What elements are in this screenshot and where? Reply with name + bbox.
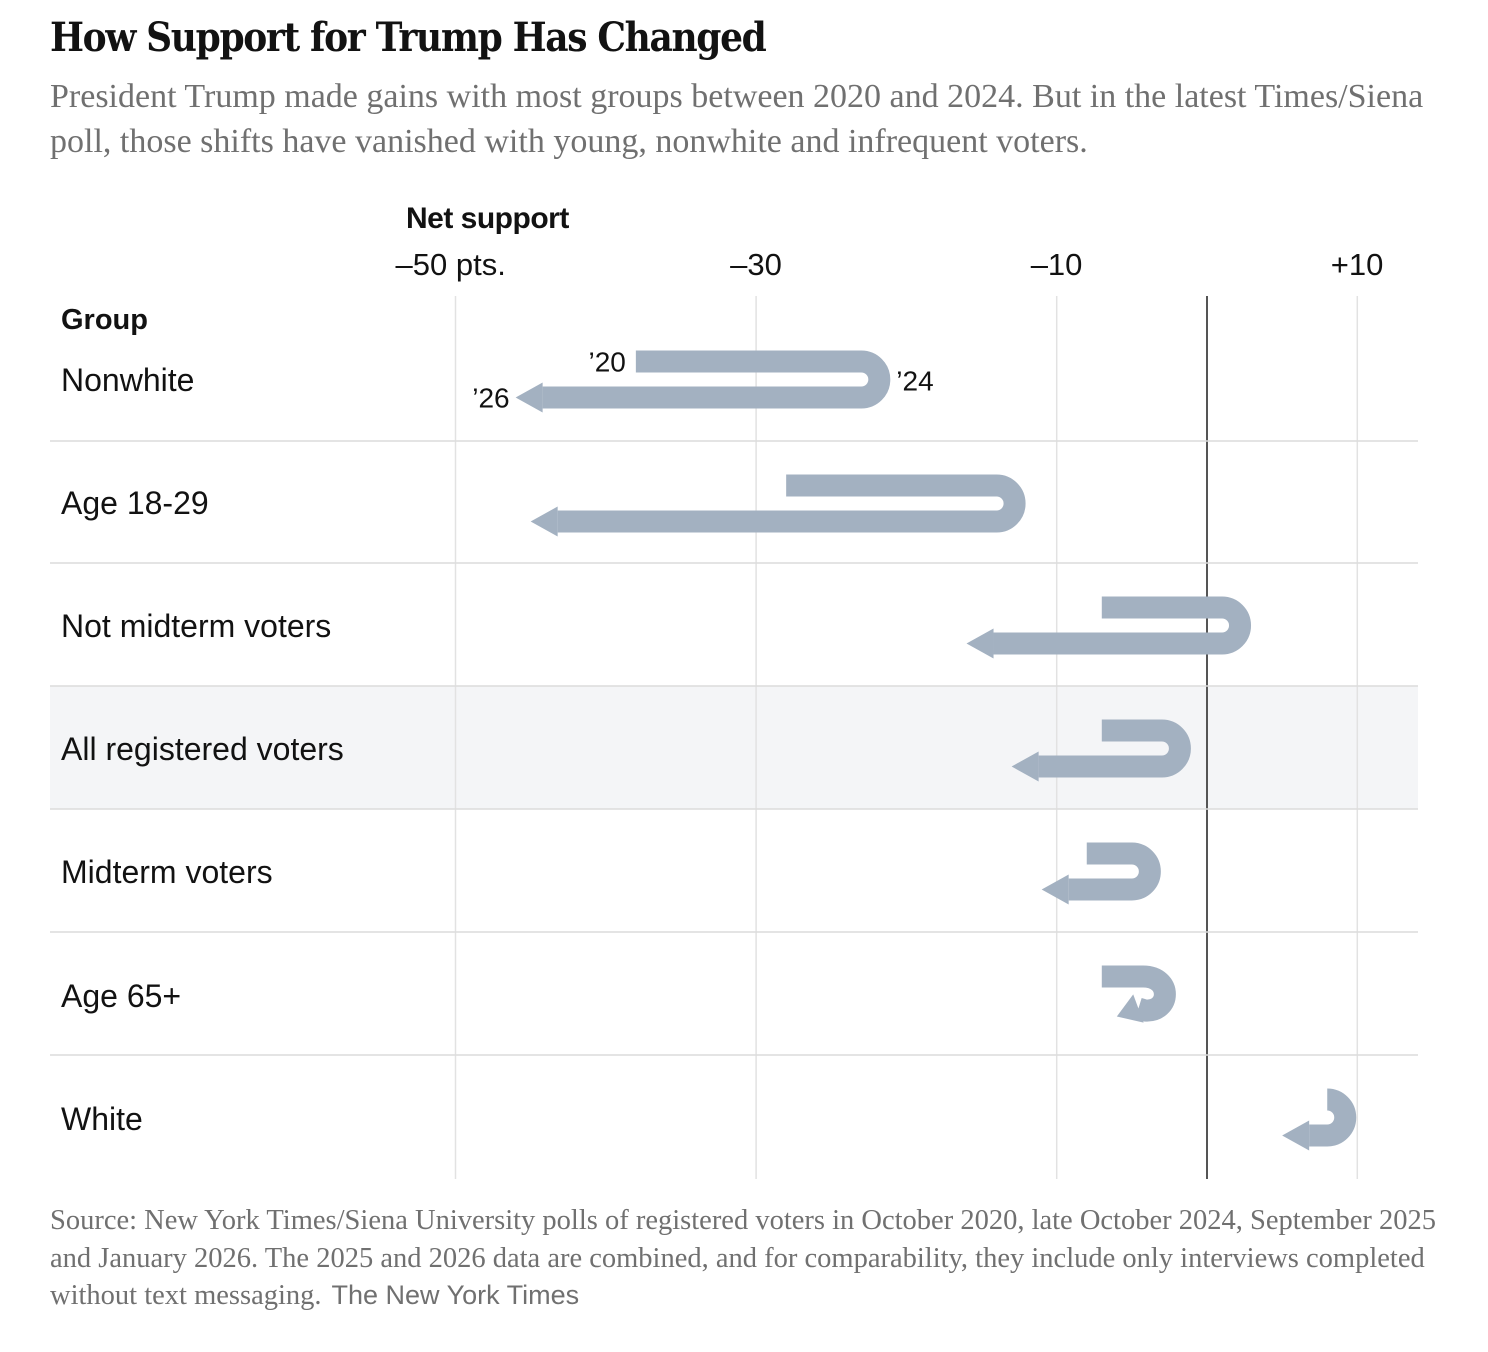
x-tick-label: –50 pts. (395, 247, 506, 282)
group-label-midterm-voters: Midterm voters (61, 854, 273, 890)
arrow-shaft (1038, 719, 1191, 778)
arrowhead (966, 628, 994, 659)
group-label-age-18-29: Age 18-29 (61, 485, 209, 521)
arrow-shaft (1309, 1088, 1357, 1147)
arrowhead (1282, 1120, 1310, 1151)
year-label-2026: ’26 (472, 383, 509, 414)
arrow-shaft (993, 596, 1251, 655)
arrowhead (530, 506, 558, 537)
arrow-shaft (1101, 965, 1176, 1022)
arrow-midterm-voters (1041, 842, 1161, 905)
axis-title: Net support (406, 202, 569, 235)
arrow-shaft (557, 474, 1026, 533)
source-text: Source: New York Times/Siena University … (50, 1205, 1436, 1311)
arrowhead (515, 382, 543, 413)
x-tick-label: +10 (1330, 247, 1384, 282)
group-label-age-65-plus: Age 65+ (61, 978, 182, 1014)
year-label-2024: ’24 (896, 366, 933, 397)
x-tick-label: –30 (730, 247, 782, 282)
group-label-all-registered-voters: All registered voters (61, 731, 344, 767)
arrowhead (1116, 994, 1144, 1023)
credit-text: The New York Times (331, 1280, 580, 1310)
source-note: Source: New York Times/Siena University … (50, 1202, 1450, 1315)
arrow-shaft (542, 350, 891, 409)
group-column-header: Group (61, 304, 148, 336)
arrow-not-midterm-voters (966, 596, 1251, 659)
arrow-age-65- (1101, 965, 1176, 1023)
arrowhead (1041, 874, 1069, 905)
arrow-age-18-29 (530, 474, 1026, 537)
chart-title: How Support for Trump Has Changed (50, 14, 767, 61)
group-label-nonwhite: Nonwhite (61, 362, 195, 398)
chart-subtitle: President Trump made gains with most gro… (50, 78, 1424, 160)
year-label-2020: ’20 (588, 347, 625, 378)
arrow-white (1282, 1088, 1357, 1151)
arrowhead (1011, 751, 1039, 782)
arrow-all-registered-voters (1011, 719, 1191, 782)
x-tick-label: –10 (1030, 247, 1083, 282)
group-label-not-midterm-voters: Not midterm voters (61, 608, 332, 644)
arrow-nonwhite (515, 350, 891, 413)
group-label-white: White (61, 1101, 143, 1137)
arrow-shaft (1068, 842, 1161, 901)
